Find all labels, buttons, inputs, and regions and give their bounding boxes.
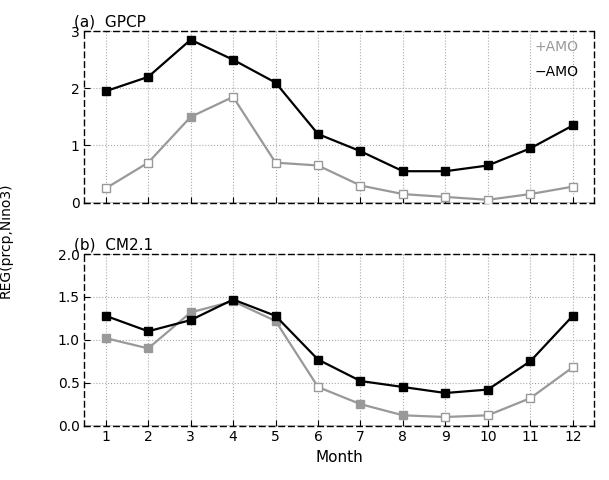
Text: (a)  GPCP: (a) GPCP bbox=[74, 15, 146, 30]
X-axis label: Month: Month bbox=[315, 450, 363, 465]
Text: −AMO: −AMO bbox=[535, 65, 579, 80]
Text: (b)  CM2.1: (b) CM2.1 bbox=[74, 238, 153, 253]
Text: REG(prcp,Nino3): REG(prcp,Nino3) bbox=[0, 182, 13, 298]
Text: +AMO: +AMO bbox=[535, 40, 579, 54]
